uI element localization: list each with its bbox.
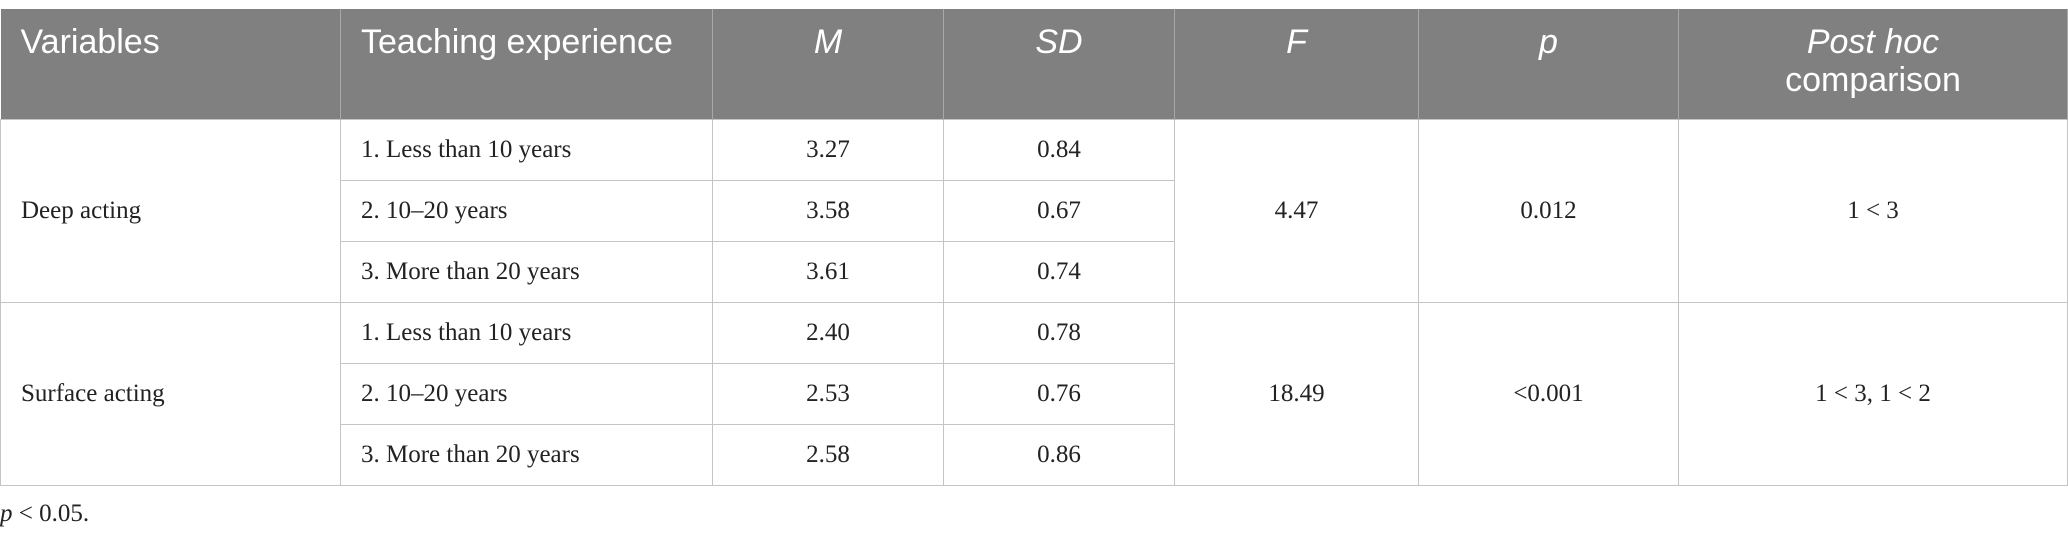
sd-cell: 0.67 bbox=[943, 179, 1175, 242]
mean-cell: 2.53 bbox=[712, 362, 944, 425]
posthoc-cell: 1 < 3, 1 < 2 bbox=[1678, 301, 2068, 486]
table-row: 3. More than 20 years 2.58 0.86 bbox=[1, 423, 2068, 486]
column-header: Teaching experience bbox=[340, 9, 713, 119]
experience-cell: 1. Less than 10 years bbox=[340, 301, 713, 364]
posthoc-cell: 1 < 3 bbox=[1678, 118, 2068, 303]
mean-cell: 3.58 bbox=[712, 179, 944, 242]
sd-cell: 0.84 bbox=[943, 118, 1175, 181]
p-cell: 0.012 bbox=[1418, 118, 1679, 303]
table-body: Deep acting 1. Less than 10 years 3.27 0.84… bbox=[0, 118, 2068, 486]
f-cell: 4.47 bbox=[1174, 118, 1419, 303]
variable-cell: Surface acting bbox=[0, 301, 341, 486]
mean-cell: 3.61 bbox=[712, 240, 944, 303]
sd-cell: 0.76 bbox=[943, 362, 1175, 425]
table-row: Surface acting 1. Less than 10 years 2.40 0… bbox=[0, 301, 2068, 486]
experience-cell: 3. More than 20 years bbox=[340, 240, 713, 303]
column-header: F bbox=[1174, 9, 1419, 119]
f-cell: 18.49 bbox=[1174, 301, 1419, 486]
p-cell: <0.001 bbox=[1418, 301, 1679, 486]
column-header: p bbox=[1418, 9, 1679, 119]
experience-cell: 3. More than 20 years bbox=[340, 423, 713, 486]
column-header: Variables bbox=[0, 9, 341, 119]
column-header: Post hoc comparison bbox=[1678, 9, 2068, 119]
footnote-symbol: p bbox=[0, 500, 13, 527]
mean-cell: 2.58 bbox=[712, 423, 944, 486]
sd-cell: 0.86 bbox=[943, 423, 1175, 486]
mean-cell: 2.40 bbox=[712, 301, 944, 364]
table-row: 2. 10–20 years 3.58 0.67 bbox=[1, 179, 2068, 242]
experience-cell: 1. Less than 10 years bbox=[340, 118, 713, 181]
footnote: p < 0.05. bbox=[0, 500, 89, 528]
sd-cell: 0.74 bbox=[943, 240, 1175, 303]
column-header-part: comparison bbox=[1785, 61, 1961, 99]
footnote-text: < 0.05. bbox=[18, 500, 90, 527]
experience-cell: 2. 10–20 years bbox=[340, 362, 713, 425]
column-header-part: Post hoc bbox=[1806, 23, 1940, 61]
experience-cell: 2. 10–20 years bbox=[340, 179, 713, 242]
column-header: M bbox=[712, 9, 944, 119]
column-header: SD bbox=[943, 9, 1175, 119]
table-row: Deep acting 1. Less than 10 years 3.27 0.84… bbox=[0, 118, 2068, 303]
mean-cell: 3.27 bbox=[712, 118, 944, 181]
sd-cell: 0.78 bbox=[943, 301, 1175, 364]
variable-cell: Deep acting bbox=[0, 118, 341, 303]
